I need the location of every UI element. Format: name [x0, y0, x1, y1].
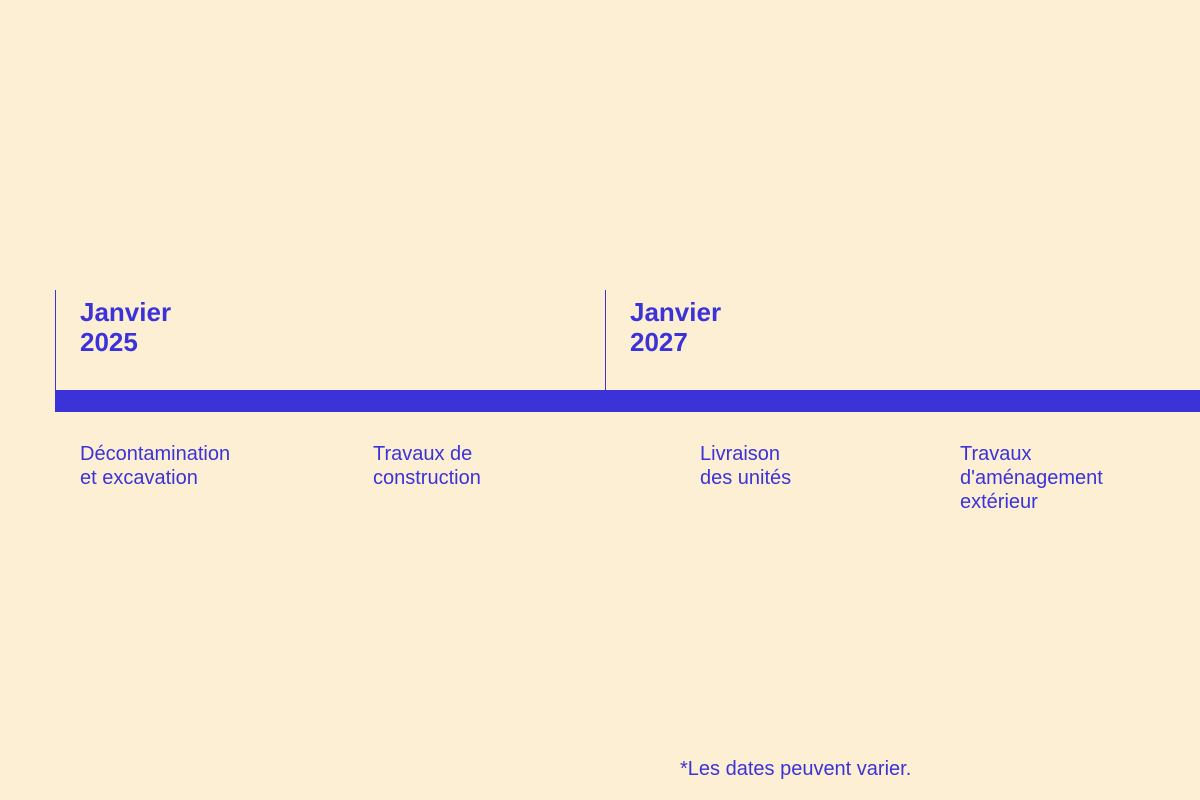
phase-label-1: Travaux de construction [373, 442, 481, 490]
date-label-0: Janvier 2025 [80, 298, 171, 358]
phase-label-2: Livraison des unités [700, 442, 791, 490]
timeline-bar [55, 390, 1200, 412]
date-marker-1 [605, 290, 606, 390]
date-label-1: Janvier 2027 [630, 298, 721, 358]
footnote-text: *Les dates peuvent varier. [680, 758, 911, 781]
phase-label-3: Travaux d'aménagement extérieur [960, 442, 1103, 514]
timeline-container: Janvier 2025 Janvier 2027 Décontaminatio… [0, 0, 1200, 800]
phase-label-0: Décontamination et excavation [80, 442, 230, 490]
date-marker-0 [55, 290, 56, 390]
